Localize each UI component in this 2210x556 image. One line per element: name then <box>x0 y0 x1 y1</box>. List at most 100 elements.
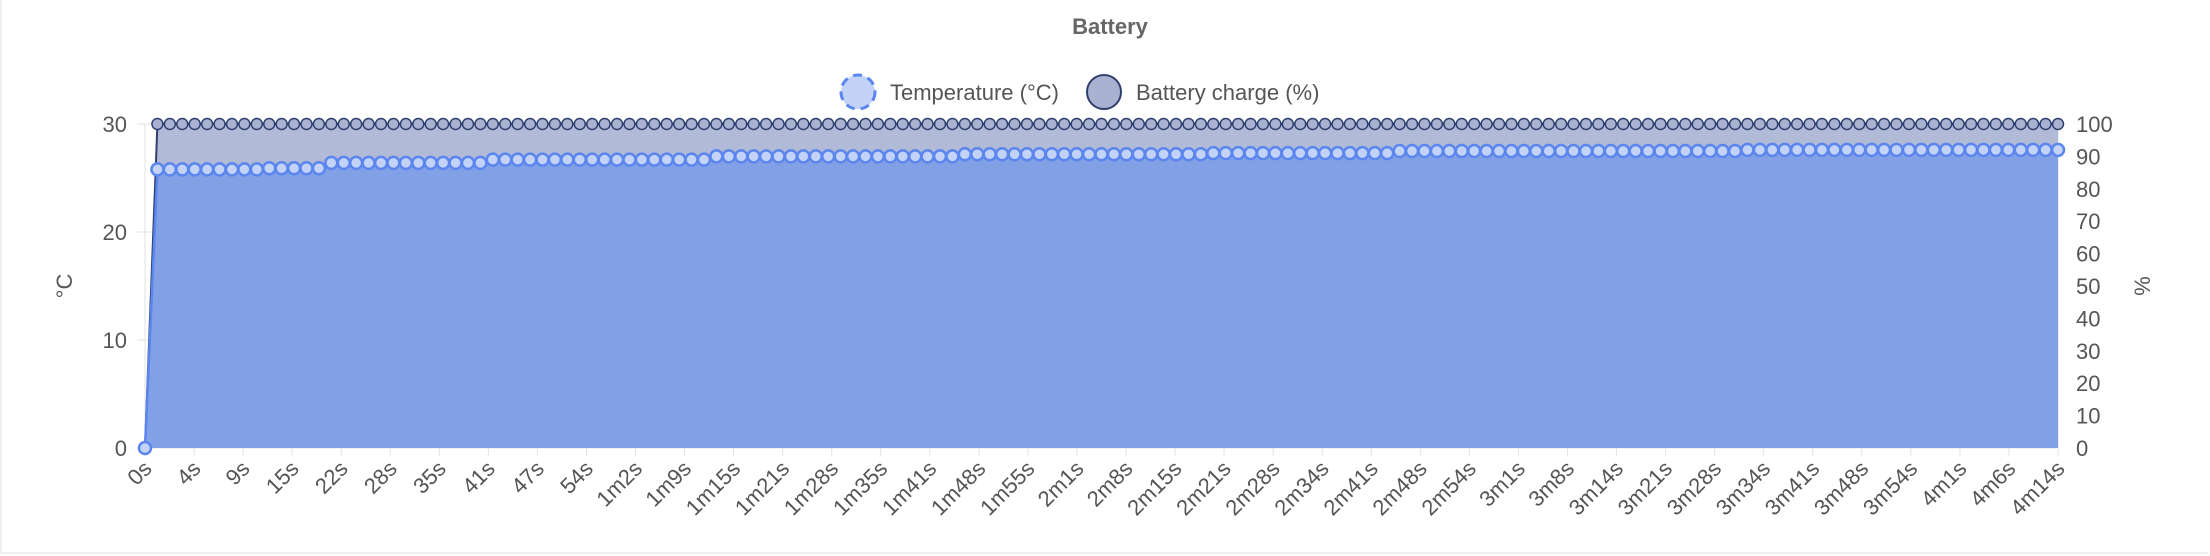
battery-point <box>1182 117 1195 131</box>
battery-point <box>1120 117 1133 131</box>
battery-point <box>846 117 860 131</box>
battery-point <box>623 117 636 131</box>
y-left-tick-label: 20 <box>103 220 127 245</box>
battery-point <box>1492 117 1506 131</box>
temperature-point <box>1591 143 1606 159</box>
battery-point <box>399 117 413 131</box>
temperature-point <box>696 152 712 167</box>
temperature-point <box>1827 142 1842 158</box>
temperature-point <box>1404 143 1420 159</box>
battery-point <box>1927 117 1941 131</box>
battery-point <box>1095 117 1108 131</box>
battery-point <box>1977 117 1990 131</box>
y-right-tick-label: 100 <box>2076 112 2113 137</box>
temperature-point <box>994 146 1010 162</box>
battery-point <box>908 117 922 131</box>
battery-point <box>449 117 462 131</box>
x-tick-label: 1m28s <box>779 456 843 520</box>
battery-point <box>1815 117 1829 131</box>
battery-point <box>1231 117 1245 131</box>
battery-point <box>474 117 487 131</box>
battery-point <box>200 117 214 131</box>
battery-point <box>821 117 835 131</box>
temperature-point <box>945 149 960 164</box>
y-right-tick-label: 20 <box>2076 371 2100 396</box>
battery-point <box>759 117 773 131</box>
battery-point <box>1281 117 1295 131</box>
battery-point <box>1157 117 1170 131</box>
temperature-point <box>510 152 525 167</box>
temperature-point <box>150 162 165 177</box>
x-tick-label: 3m54s <box>1858 456 1922 520</box>
battery-point <box>1057 117 1071 131</box>
temperature-point <box>1069 146 1084 162</box>
battery-point <box>809 117 823 131</box>
battery-point <box>1443 117 1456 131</box>
battery-point <box>635 117 649 131</box>
temperature-point <box>1951 142 1966 158</box>
x-tick-labels: 0s 4s 9s 15s 22s 28s 35s 41s 47s 54s1m2s1m9s1m15s… <box>122 456 2069 520</box>
battery-point <box>1803 117 1816 131</box>
battery-point <box>1679 117 1692 131</box>
temperature-point <box>1019 146 1035 162</box>
battery-point <box>498 117 512 131</box>
temperature-point <box>982 146 997 162</box>
battery-point <box>337 117 351 131</box>
battery-point <box>387 117 400 131</box>
temperature-point <box>1156 146 1171 162</box>
temperature-point <box>1963 142 1979 158</box>
x-tick-label: 1m41s <box>877 456 941 520</box>
temperature-point <box>1901 142 1917 158</box>
battery-point <box>1318 117 1332 131</box>
battery-point <box>2014 117 2027 131</box>
x-tick-label: 35s <box>408 456 451 499</box>
battery-point <box>1592 117 1605 131</box>
temperature-point <box>1727 143 1743 159</box>
x-tick-label: 28s <box>359 456 402 499</box>
temperature-point <box>684 152 699 167</box>
temperature-point <box>883 149 898 164</box>
battery-point <box>1530 117 1543 131</box>
battery-point <box>722 117 736 131</box>
legend-item-temperature[interactable]: Temperature (°C) <box>839 73 1059 111</box>
battery-point <box>1952 117 1965 131</box>
battery-point <box>1219 117 1232 131</box>
temperature-point <box>758 149 774 164</box>
temperature-point <box>1007 146 1022 162</box>
legend-item-battery[interactable]: Battery charge (%) <box>1086 74 1319 110</box>
battery-point <box>1989 117 2003 131</box>
x-tick-label: 1m48s <box>926 456 990 520</box>
temperature-point <box>1429 143 1445 159</box>
battery-point <box>1915 117 1928 131</box>
temperature-point <box>348 155 364 171</box>
battery-point <box>1430 117 1444 131</box>
temperature-point <box>1529 143 1544 159</box>
battery-point <box>1703 117 1717 131</box>
battery-point <box>1107 117 1121 131</box>
temperature-point <box>448 155 463 171</box>
temperature-point <box>2001 142 2016 158</box>
battery-point <box>995 117 1009 131</box>
y-right-tick-label: 60 <box>2076 242 2100 267</box>
temperature-point <box>1218 145 1233 161</box>
battery-point <box>1766 117 1779 131</box>
battery-point <box>648 117 661 131</box>
temperature-point <box>1094 146 1109 162</box>
x-tick-label: 2m15s <box>1122 456 1186 520</box>
temperature-point <box>1603 143 1619 159</box>
battery-point <box>797 117 810 131</box>
legend: Temperature (°C) Battery charge (%) <box>839 73 1319 111</box>
temperature-point <box>970 146 985 162</box>
temperature-point <box>932 149 948 164</box>
battery-point <box>436 117 450 131</box>
y-right-tick-label: 70 <box>2076 209 2100 234</box>
battery-point <box>163 117 177 131</box>
temperature-point <box>261 161 277 176</box>
temperature-point <box>249 162 265 177</box>
temperature-point <box>1566 143 1581 159</box>
temperature-point <box>1578 143 1594 159</box>
x-tick-label: 22s <box>310 456 353 499</box>
temperature-point <box>311 161 327 176</box>
temperature-point <box>2013 142 2028 158</box>
